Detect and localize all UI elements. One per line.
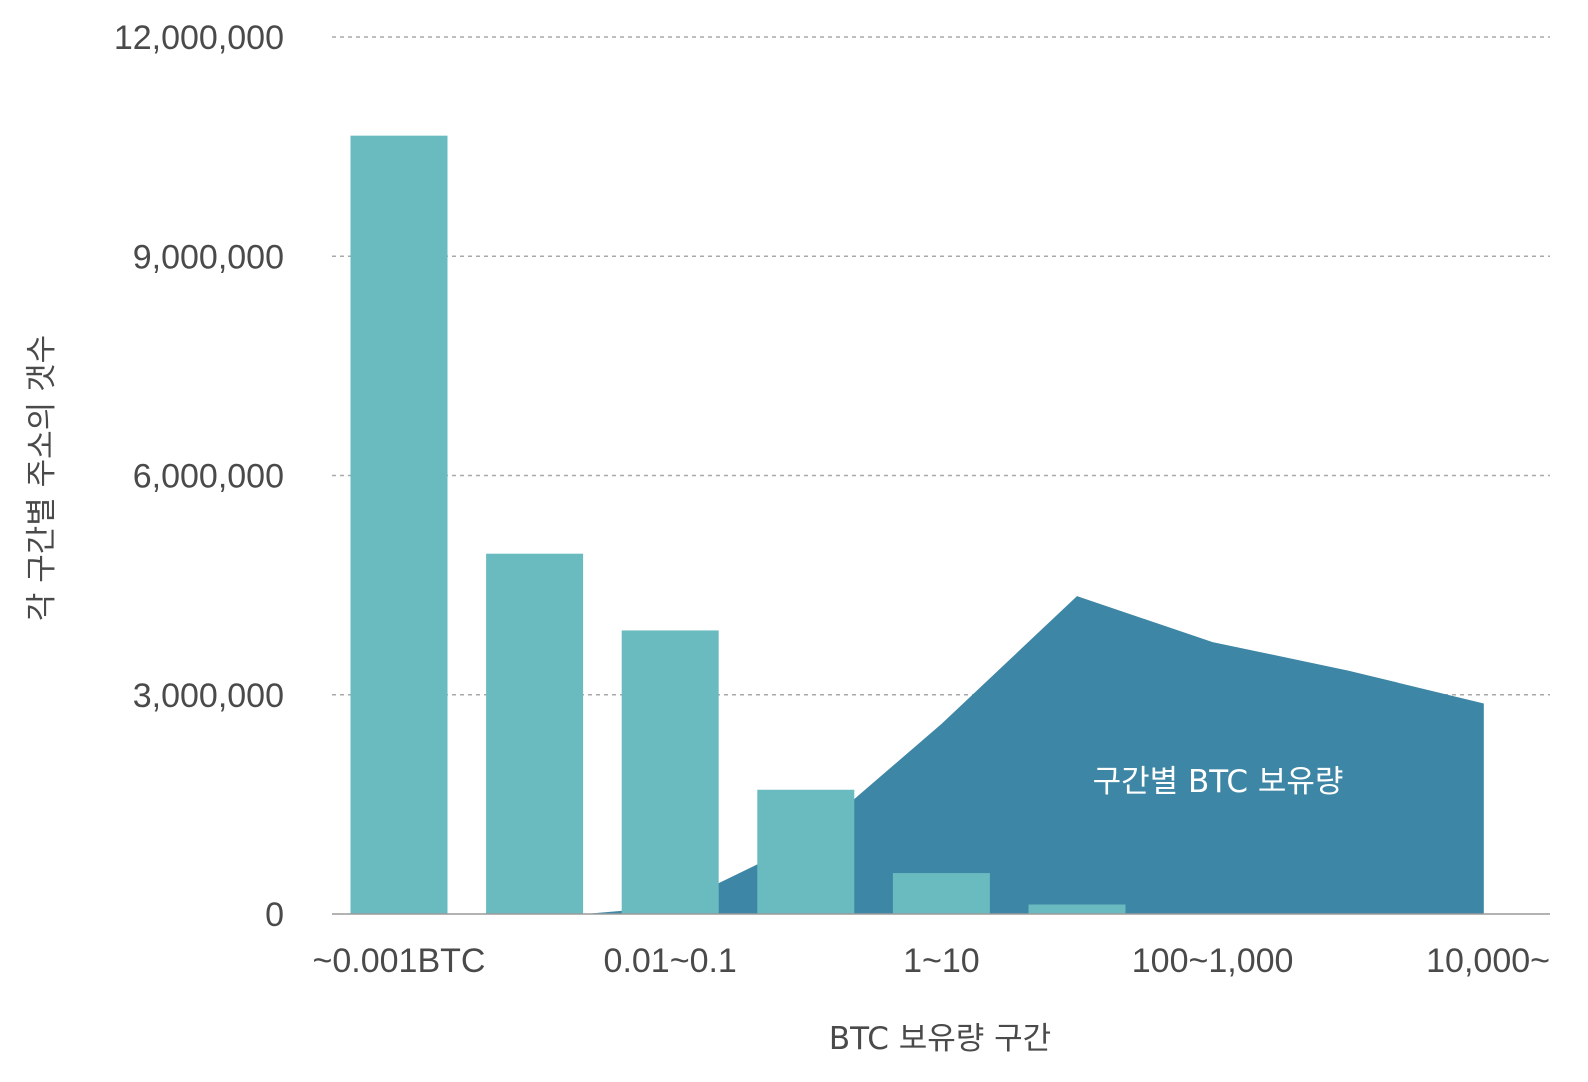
axis-layer: 0 3,000,000 6,000,000 9,000,000 12,000,000 ~0…	[114, 19, 1550, 980]
bar	[892, 873, 990, 914]
bar	[486, 553, 584, 914]
x-tick-label: 1~10	[903, 942, 980, 980]
bar	[757, 789, 855, 914]
x-tick-label: 10,000~	[1426, 942, 1550, 980]
bar	[1028, 904, 1126, 914]
x-tick-label: 0.01~0.1	[604, 942, 737, 980]
x-tick-label: 100~1,000	[1132, 942, 1294, 980]
area-series-label: 구간별 BTC 보유량	[1093, 764, 1344, 800]
x-axis-title: BTC 보유량 구간	[829, 1021, 1051, 1057]
bar	[621, 630, 719, 914]
y-tick-label: 0	[265, 896, 284, 934]
y-axis-title: 각 구간별 주소의 갯수	[24, 335, 60, 621]
bar-layer	[350, 135, 1126, 915]
bar	[350, 135, 448, 915]
y-tick-label: 6,000,000	[133, 458, 284, 496]
area-series-btc-holdings	[399, 596, 1484, 914]
y-tick-label: 12,000,000	[114, 19, 284, 57]
y-tick-label: 9,000,000	[133, 238, 284, 276]
y-tick-label: 3,000,000	[133, 677, 284, 715]
x-tick-label: ~0.001BTC	[313, 942, 486, 980]
